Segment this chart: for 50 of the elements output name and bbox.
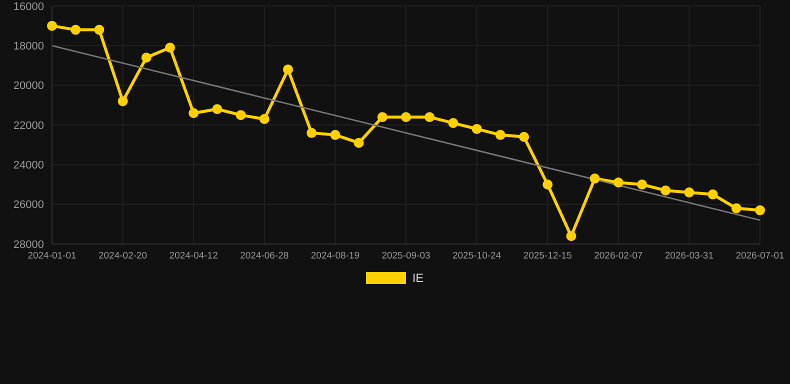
x-tick-label: 2026-03-31 bbox=[664, 250, 714, 262]
point bbox=[708, 189, 718, 200]
point bbox=[637, 180, 647, 190]
point bbox=[755, 205, 765, 216]
x-tick-label: 2025-09-03 bbox=[382, 250, 430, 262]
point bbox=[590, 174, 600, 184]
x-tick-label: 2025-10-24 bbox=[452, 250, 502, 262]
point bbox=[330, 130, 340, 140]
point bbox=[47, 20, 57, 31]
point bbox=[519, 132, 529, 142]
point bbox=[165, 42, 175, 53]
x-tick-label: 2025-12-15 bbox=[523, 250, 572, 262]
x-tick-label: 2024-08-19 bbox=[310, 250, 360, 262]
point bbox=[141, 52, 152, 63]
point bbox=[283, 64, 293, 74]
point bbox=[684, 187, 694, 198]
legend-label: IE bbox=[412, 271, 424, 285]
x-tick-label: 2024-04-12 bbox=[169, 250, 218, 262]
y-tick-label: 28000 bbox=[13, 238, 44, 251]
x-tick-label: 2026-07-01 bbox=[736, 250, 784, 262]
point bbox=[236, 110, 246, 120]
point bbox=[566, 231, 576, 242]
x-tick-label: 2024-01-01 bbox=[28, 250, 76, 262]
point bbox=[94, 24, 104, 35]
x-tick-label: 2024-02-20 bbox=[98, 250, 148, 262]
point bbox=[448, 118, 458, 128]
point bbox=[306, 128, 317, 138]
y-tick-label: 22000 bbox=[13, 120, 44, 132]
point bbox=[212, 104, 222, 114]
point bbox=[731, 203, 742, 214]
point bbox=[424, 112, 435, 122]
point bbox=[660, 185, 671, 196]
y-tick-label: 24000 bbox=[13, 160, 44, 172]
point bbox=[377, 112, 388, 122]
point bbox=[401, 112, 411, 122]
point bbox=[259, 114, 270, 124]
point bbox=[118, 96, 128, 106]
y-tick-label: 18000 bbox=[13, 40, 44, 53]
point bbox=[613, 178, 624, 188]
point bbox=[188, 108, 199, 118]
x-tick-label: 2024-06-28 bbox=[240, 250, 289, 262]
x-tick-label: 2026-02-07 bbox=[594, 250, 643, 262]
point bbox=[472, 124, 482, 134]
point bbox=[495, 130, 506, 140]
y-tick-label: 26000 bbox=[13, 199, 44, 212]
point bbox=[354, 138, 364, 148]
point bbox=[542, 180, 553, 190]
point bbox=[70, 24, 81, 35]
y-tick-label: 20000 bbox=[13, 80, 44, 92]
y-tick-label: 16000 bbox=[13, 0, 44, 13]
